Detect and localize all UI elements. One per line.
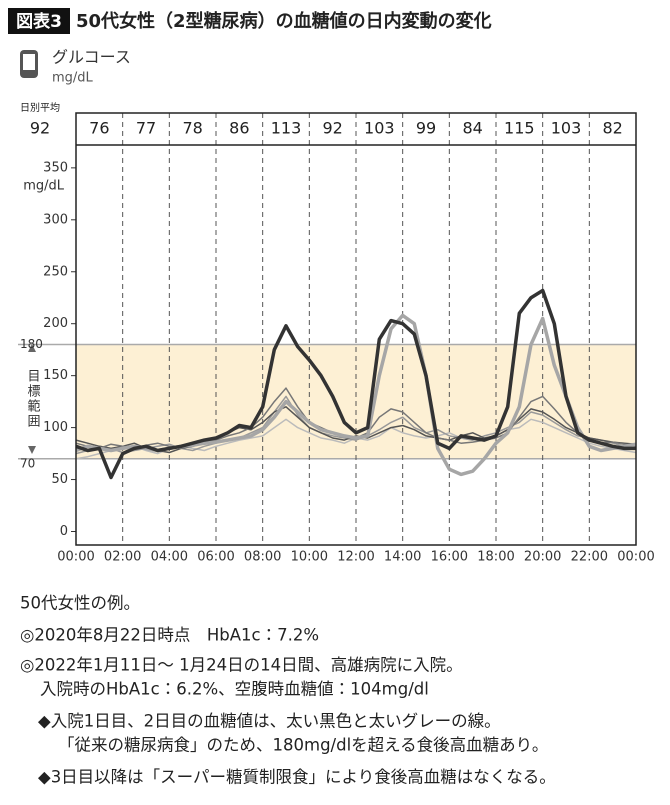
x-tick-label: 06:00 — [197, 550, 234, 565]
daily-average: 82 — [602, 119, 622, 138]
y-tick-label: 150 — [43, 368, 68, 383]
note: 「従来の糖尿病食」のため、180mg/dlを超える食後高血糖あり。 — [58, 736, 548, 755]
daily-average: 103 — [364, 119, 395, 138]
badge: 図表3 — [16, 11, 62, 32]
daily-average: 99 — [416, 119, 436, 138]
y-tick-label: 100 — [43, 420, 68, 435]
y-tick-label: 200 — [43, 316, 68, 331]
target-label: 目標範囲 — [25, 369, 41, 429]
daily-average: 115 — [504, 119, 535, 138]
x-tick-label: 22:00 — [571, 550, 608, 565]
x-tick-label: 18:00 — [477, 550, 514, 565]
x-tick-label: 04:00 — [151, 550, 188, 565]
x-tick-label: 02:00 — [104, 550, 141, 565]
y-tick-label: 250 — [43, 264, 68, 279]
glucose-label: グルコース — [52, 48, 131, 67]
x-tick-label: 10:00 — [291, 550, 328, 565]
y-unit: mg/dL — [23, 179, 65, 194]
x-tick-label: 08:00 — [244, 550, 281, 565]
daily-average-label: 日別平均 — [20, 101, 60, 114]
title: 50代女性（2型糖尿病）の血糖値の日内変動の変化 — [76, 10, 492, 32]
note: ◎2020年8月22日時点 HbA1c：7.2% — [20, 626, 319, 645]
x-tick-label: 00:00 — [617, 550, 654, 565]
x-tick-label: 16:00 — [431, 550, 468, 565]
arrow-up — [28, 344, 36, 352]
x-tick-label: 12:00 — [337, 550, 374, 565]
y-tick-label: 350 — [43, 160, 68, 175]
glucose-line — [75, 406, 637, 454]
x-tick-label: 00:00 — [57, 550, 94, 565]
note: ◎2022年1月11日～ 1月24日の14日間、高雄病院に入院。 — [20, 656, 463, 675]
plot — [18, 112, 637, 546]
y-tick-label: 300 — [43, 212, 68, 227]
daily-average: 86 — [229, 119, 249, 138]
glucose-unit: mg/dL — [52, 71, 94, 86]
daily-average: 77 — [136, 119, 156, 138]
arrow-down — [28, 446, 36, 454]
daily-average: 103 — [551, 119, 582, 138]
x-tick-label: 14:00 — [384, 550, 421, 565]
daily-average: 92 — [322, 119, 342, 138]
daily-average: 84 — [462, 119, 482, 138]
note: 50代女性の例。 — [20, 594, 140, 613]
y-tick-label: 0 — [60, 524, 68, 539]
note: 入院時のHbA1c：6.2%、空腹時血糖値：104mg/dl — [40, 680, 429, 699]
target-value: 180 — [20, 337, 43, 351]
plot-frame — [75, 112, 637, 546]
badge-box — [8, 8, 70, 34]
note: ◆3日目以降は「スーパー糖質制限食」により食後高血糖はなくなる。 — [38, 768, 556, 787]
daily-average: 113 — [271, 119, 302, 138]
note: ◆入院1日目、2日目の血糖値は、太い黒色と太いグレーの線。 — [38, 712, 501, 731]
daily-average: 76 — [89, 119, 109, 138]
daily-average: 78 — [182, 119, 202, 138]
x-tick-label: 20:00 — [524, 550, 561, 565]
glucose-line — [75, 288, 636, 480]
glucose-line — [75, 395, 637, 455]
y-tick-label: 50 — [51, 472, 68, 487]
daily-average-overall: 92 — [30, 119, 50, 138]
phone-screen — [23, 54, 35, 70]
target-value: 70 — [20, 456, 35, 470]
